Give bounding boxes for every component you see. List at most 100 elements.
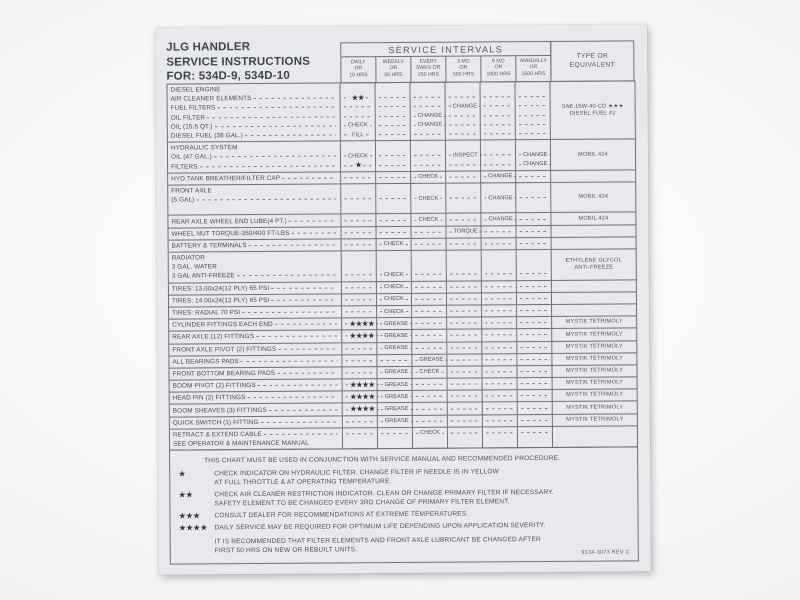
interval-cell: [483, 391, 517, 400]
dash-leader: [440, 219, 443, 221]
dash-leader: [485, 371, 514, 373]
type-cell: [550, 279, 636, 292]
row-label-column: REAR AXLE WHEEL END LUBE(4 PT.): [168, 215, 340, 227]
interval-column-every: [411, 415, 447, 427]
interval-cell: [447, 261, 481, 270]
interval-cell: [482, 318, 516, 327]
interval-cell: [516, 172, 550, 181]
dash-leader: [485, 419, 514, 422]
type-value: MYSTIK TETRIMOLY: [565, 343, 623, 350]
interval-column-every: [411, 305, 447, 318]
row-label-column: HEAD PIN (2) FITTINGS: [170, 392, 342, 404]
interval-column-every: [411, 403, 447, 415]
dash-leader: [415, 432, 418, 434]
column-header-mo6: 6 MO OR 1000 HRS: [480, 56, 516, 82]
dash-leader: [236, 274, 337, 277]
interval-cell: [341, 112, 375, 121]
interval-column-annually: [515, 249, 551, 280]
dash-leader: [343, 115, 372, 118]
interval-column-weekly: GREASE: [376, 403, 413, 415]
dash-leader: [274, 323, 338, 326]
interval-column-weekly: CHECK: [376, 305, 412, 318]
interval-cell: [342, 368, 376, 377]
cell-value: GREASE: [384, 332, 408, 340]
interval-cell: CHANGE: [481, 172, 517, 181]
interval-column-annually: [515, 225, 551, 238]
dash-leader: [520, 334, 549, 336]
dash-leader: [415, 420, 444, 422]
interval-cell: [481, 160, 515, 169]
dash-leader: [379, 231, 408, 233]
dash-leader: [380, 420, 383, 422]
interval-cell: [482, 270, 516, 279]
cell-value: CHANGE: [417, 122, 443, 129]
row-label: 3 GAL ANTI-FREEZE: [171, 272, 235, 281]
cell-value: ★★★★: [349, 331, 374, 341]
interval-cell: [412, 343, 446, 352]
row-label-column: ALL BEARINGS PADS: [169, 355, 341, 367]
interval-cell: GREASE: [378, 417, 413, 426]
dash-leader: [520, 322, 549, 324]
interval-column-every: CHECK: [410, 214, 446, 226]
type-cell: [550, 237, 636, 249]
interval-cell: [517, 294, 551, 303]
dash-leader: [485, 322, 514, 324]
interval-cell: [515, 83, 549, 92]
row-label-column: TIRES: 14.00x24(12 PLY) 65 PSI: [169, 294, 341, 306]
interval-cell: [482, 239, 516, 248]
interval-cell: [341, 194, 375, 203]
row-label: BOOM PIVOT (2) FITTINGS: [172, 382, 256, 390]
interval-cell: [341, 142, 375, 151]
interval-cell: GREASE: [378, 380, 413, 389]
cell-value: GREASE: [384, 418, 409, 425]
interval-cell: [481, 202, 515, 211]
cell-value: GREASE: [384, 320, 408, 327]
dash-leader: [343, 125, 346, 127]
interval-cell: GREASE: [377, 343, 413, 352]
interval-cell: [410, 84, 444, 93]
row-label-column: BOOM SHEAVES (3) FITTINGS: [170, 404, 342, 416]
dash-leader: [268, 408, 338, 411]
dash-leader: [247, 396, 338, 399]
column-header-line: 5WKS OR: [416, 65, 441, 72]
interval-cell: [343, 438, 377, 447]
interval-cell: CHECK: [377, 295, 411, 304]
interval-column-daily: [340, 281, 376, 294]
row-label-column: WHEEL NUT TORQUE-350/400 FT-LBS: [168, 227, 340, 239]
dash-leader: [449, 164, 478, 166]
interval-column-mo6: [479, 140, 516, 171]
row-label-line: DIESEL FUEL (38 GAL.): [171, 130, 338, 140]
dash-leader: [485, 310, 514, 312]
interval-cell: GREASE: [378, 404, 413, 413]
interval-cell: [341, 185, 375, 194]
interval-cell: CHECK: [411, 172, 445, 181]
interval-cell: [516, 120, 550, 129]
interval-cell: [481, 151, 515, 160]
dash-leader: [483, 96, 512, 98]
interval-column-daily: [341, 427, 378, 449]
dash-leader: [365, 134, 372, 136]
row-label-column: FRONT AXLE PIVOT (2) FITTINGS: [169, 343, 341, 355]
type-value: MOBIL 424: [578, 193, 609, 201]
interval-cell: TORQUE: [446, 227, 482, 236]
row-label: TIRES: 13.00x24(12 PLY) 65 PSI: [171, 284, 270, 293]
interval-cell: [445, 83, 479, 92]
interval-column-every: CHECK: [411, 427, 448, 449]
cell-value: CHECK: [418, 195, 439, 202]
row-label-column: QUICK SWITCH (1) FITTING: [170, 416, 342, 428]
interval-cell: [412, 331, 446, 340]
interval-cell: [412, 294, 446, 303]
row-label-line: HEAD PIN (2) FITTINGS: [173, 393, 340, 403]
row-label: CYLINDER FITTINGS EACH END: [172, 321, 273, 329]
row-label: RADIATOR: [171, 254, 205, 262]
interval-cell: [411, 203, 445, 212]
interval-column-every: CHECK: [411, 366, 447, 379]
type-cell: MYSTIK TETRIMOLY: [551, 413, 637, 426]
interval-cell: CHANGE: [411, 120, 447, 129]
row-label-column: FRONT BOTTOM BEARING PADS: [169, 367, 341, 379]
dash-leader: [448, 115, 477, 117]
interval-cell: [341, 228, 375, 237]
service-intervals-header: SERVICE INTERVALS DAILY OR 10 HRS WEEKLY OR 5…: [340, 40, 552, 84]
interval-cell: [518, 437, 552, 446]
dash-leader: [214, 125, 336, 128]
